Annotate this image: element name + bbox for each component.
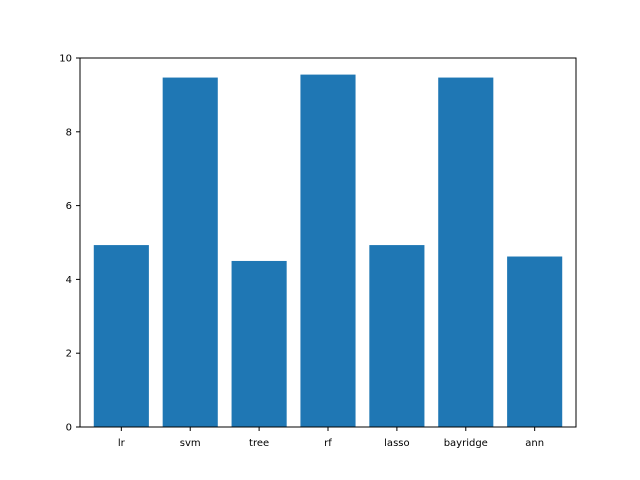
y-tick-label: 6 xyxy=(66,201,72,212)
x-axis-ticks: lr svm tree rf lasso bayridge ann xyxy=(118,427,544,449)
y-axis-ticks: 0 2 4 6 8 10 xyxy=(59,54,80,434)
bar-bayridge xyxy=(438,77,494,427)
bar-lr xyxy=(93,245,149,427)
x-tick-label: svm xyxy=(180,438,201,449)
bar-rf xyxy=(300,74,356,427)
y-tick-label: 0 xyxy=(66,423,72,434)
y-tick-label: 8 xyxy=(66,127,72,138)
x-tick-label: ann xyxy=(525,438,544,449)
x-tick-label: bayridge xyxy=(444,438,488,449)
bars-group xyxy=(93,74,563,427)
x-tick-label: rf xyxy=(324,438,332,449)
bar-ann xyxy=(507,256,563,427)
bar-tree xyxy=(231,260,287,427)
y-tick-label: 10 xyxy=(59,54,72,65)
plot-frame xyxy=(79,57,577,428)
bar-lasso xyxy=(369,245,425,427)
x-tick-label: lasso xyxy=(384,438,409,449)
y-tick-label: 4 xyxy=(66,275,72,286)
y-tick-label: 2 xyxy=(66,349,72,360)
x-tick-label: lr xyxy=(118,438,126,449)
bar-svm xyxy=(162,77,218,427)
x-tick-label: tree xyxy=(249,438,269,449)
